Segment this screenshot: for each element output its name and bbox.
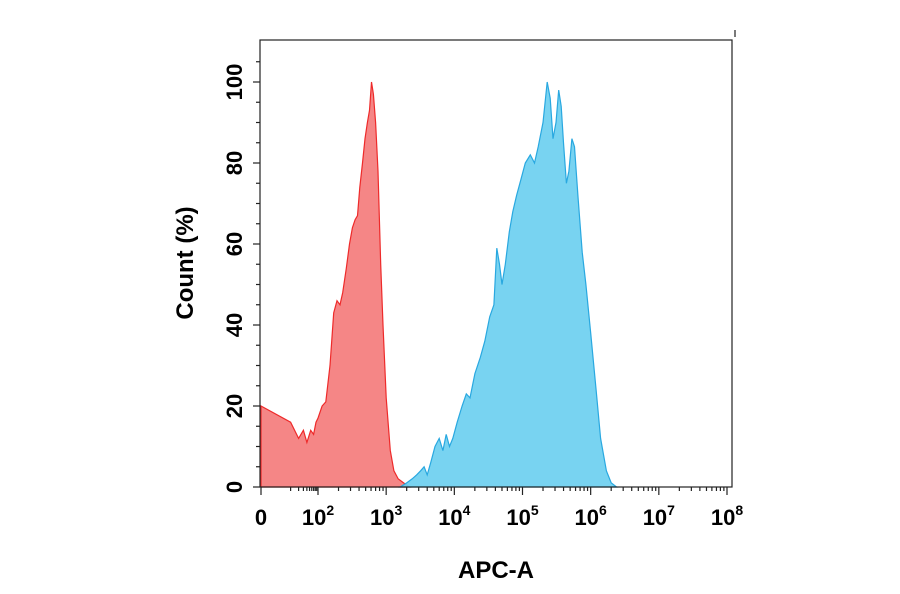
- y-tick-label: 0: [222, 481, 247, 493]
- x-tick-label: 105: [506, 502, 538, 530]
- y-tick-label: 40: [222, 313, 247, 337]
- x-tick-label: 107: [643, 502, 675, 530]
- plot-frame: [259, 39, 733, 488]
- y-tick-label: 60: [222, 232, 247, 256]
- histogram-series-1: [260, 81, 412, 488]
- x-tick-label: 104: [438, 502, 470, 530]
- x-tick-label: 106: [575, 502, 607, 530]
- y-tick-label: 80: [222, 151, 247, 175]
- y-axis-title: Count (%): [172, 206, 199, 319]
- x-tick-label: 103: [370, 502, 402, 530]
- axes-layer: 0 20 40 60 80 100 0 102 103 104 105 106 107 108: [222, 30, 743, 530]
- x-tick-label: 108: [711, 502, 743, 530]
- histogram-series-2: [397, 81, 619, 488]
- x-axis-title: APC-A: [458, 557, 534, 584]
- series-layer: [260, 81, 619, 488]
- y-tick-label: 20: [222, 394, 247, 418]
- y-tick-label: 100: [222, 64, 247, 101]
- x-tick-label: 102: [302, 502, 334, 530]
- x-tick-label: 0: [255, 505, 267, 530]
